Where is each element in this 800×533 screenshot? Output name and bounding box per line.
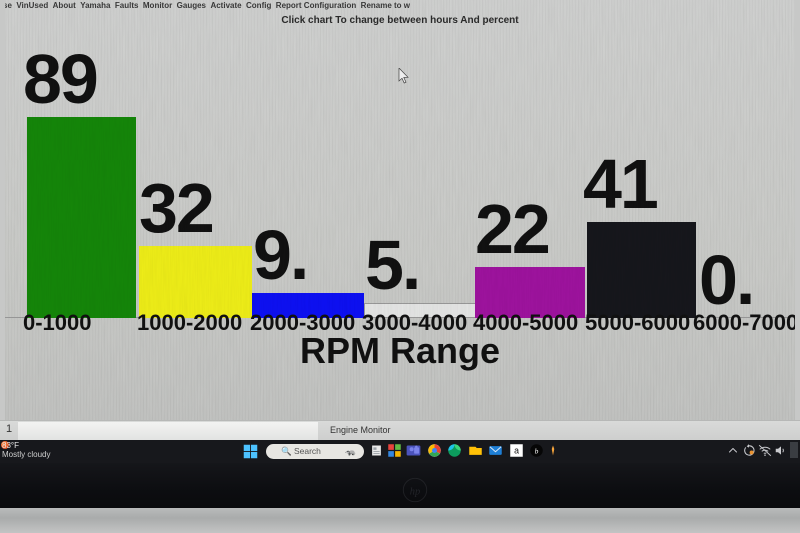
svg-text:b: b [535,446,539,455]
svg-text:a: a [514,446,519,456]
svg-text:hp: hp [410,487,420,498]
